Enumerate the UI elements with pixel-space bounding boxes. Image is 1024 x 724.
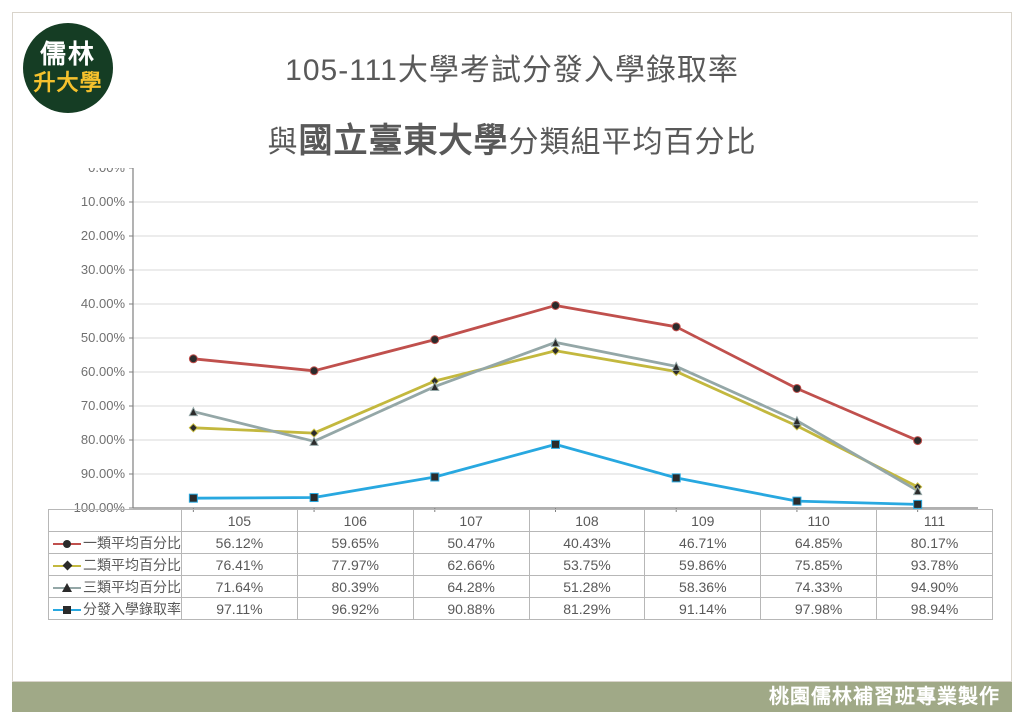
chart-frame: 儒林 升大學 105-111大學考試分發入學錄取率 與國立臺東大學分類組平均百分… bbox=[12, 12, 1012, 682]
category-header: 106 bbox=[297, 510, 413, 532]
svg-text:30.00%: 30.00% bbox=[81, 262, 126, 277]
data-cell: 64.85% bbox=[761, 532, 877, 554]
data-cell: 51.28% bbox=[529, 576, 645, 598]
chart-area: 0.00% 10.00% 20.00% 30.00% 40.00% 50.00% 60.00… bbox=[33, 168, 993, 668]
svg-text:20.00%: 20.00% bbox=[81, 228, 126, 243]
svg-text:40.00%: 40.00% bbox=[81, 296, 126, 311]
data-cell: 50.47% bbox=[413, 532, 529, 554]
legend-cell: 三類平均百分比 bbox=[49, 576, 182, 598]
data-cell: 40.43% bbox=[529, 532, 645, 554]
data-cell: 59.86% bbox=[645, 554, 761, 576]
data-cell: 75.85% bbox=[761, 554, 877, 576]
data-cell: 77.97% bbox=[297, 554, 413, 576]
svg-text:80.00%: 80.00% bbox=[81, 432, 126, 447]
svg-text:60.00%: 60.00% bbox=[81, 364, 126, 379]
series-name: 一類平均百分比 bbox=[83, 535, 181, 551]
data-cell: 56.12% bbox=[182, 532, 298, 554]
data-cell: 96.92% bbox=[297, 598, 413, 620]
category-header: 111 bbox=[877, 510, 993, 532]
title-2a: 與 bbox=[268, 126, 299, 159]
legend-cell: 二類平均百分比 bbox=[49, 554, 182, 576]
category-header: 108 bbox=[529, 510, 645, 532]
footer-text: 桃園儒林補習班專業製作 bbox=[769, 686, 1000, 708]
data-cell: 58.36% bbox=[645, 576, 761, 598]
category-header: 109 bbox=[645, 510, 761, 532]
data-cell: 93.78% bbox=[877, 554, 993, 576]
data-table: 105106107108109110111 一類平均百分比56.12%59.65%… bbox=[48, 509, 993, 620]
data-cell: 62.66% bbox=[413, 554, 529, 576]
data-cell: 53.75% bbox=[529, 554, 645, 576]
series-name: 二類平均百分比 bbox=[83, 557, 181, 573]
series-name: 分發入學錄取率 bbox=[83, 601, 181, 617]
svg-text:90.00%: 90.00% bbox=[81, 466, 126, 481]
svg-text:70.00%: 70.00% bbox=[81, 398, 126, 413]
data-cell: 80.39% bbox=[297, 576, 413, 598]
title-2b: 國立臺東大學 bbox=[299, 122, 509, 160]
title-line-1: 105-111大學考試分發入學錄取率 bbox=[13, 45, 1011, 89]
data-cell: 59.65% bbox=[297, 532, 413, 554]
svg-text:0.00%: 0.00% bbox=[88, 168, 125, 175]
data-cell: 97.11% bbox=[182, 598, 298, 620]
data-cell: 46.71% bbox=[645, 532, 761, 554]
chart-titles: 105-111大學考試分發入學錄取率 與國立臺東大學分類組平均百分比 bbox=[13, 45, 1011, 162]
data-cell: 98.94% bbox=[877, 598, 993, 620]
series-name: 三類平均百分比 bbox=[83, 579, 181, 595]
data-cell: 74.33% bbox=[761, 576, 877, 598]
title-line-2: 與國立臺東大學分類組平均百分比 bbox=[13, 113, 1011, 162]
data-cell: 64.28% bbox=[413, 576, 529, 598]
svg-text:50.00%: 50.00% bbox=[81, 330, 126, 345]
footer-bar: 桃園儒林補習班專業製作 bbox=[12, 682, 1012, 712]
data-cell: 91.14% bbox=[645, 598, 761, 620]
data-cell: 81.29% bbox=[529, 598, 645, 620]
legend-cell: 一類平均百分比 bbox=[49, 532, 182, 554]
category-header: 105 bbox=[182, 510, 298, 532]
category-header: 107 bbox=[413, 510, 529, 532]
data-cell: 76.41% bbox=[182, 554, 298, 576]
data-cell: 90.88% bbox=[413, 598, 529, 620]
legend-cell: 分發入學錄取率 bbox=[49, 598, 182, 620]
category-header: 110 bbox=[761, 510, 877, 532]
data-cell: 97.98% bbox=[761, 598, 877, 620]
svg-text:10.00%: 10.00% bbox=[81, 194, 126, 209]
title-2c: 分類組平均百分比 bbox=[509, 126, 757, 159]
data-cell: 94.90% bbox=[877, 576, 993, 598]
data-cell: 71.64% bbox=[182, 576, 298, 598]
data-cell: 80.17% bbox=[877, 532, 993, 554]
